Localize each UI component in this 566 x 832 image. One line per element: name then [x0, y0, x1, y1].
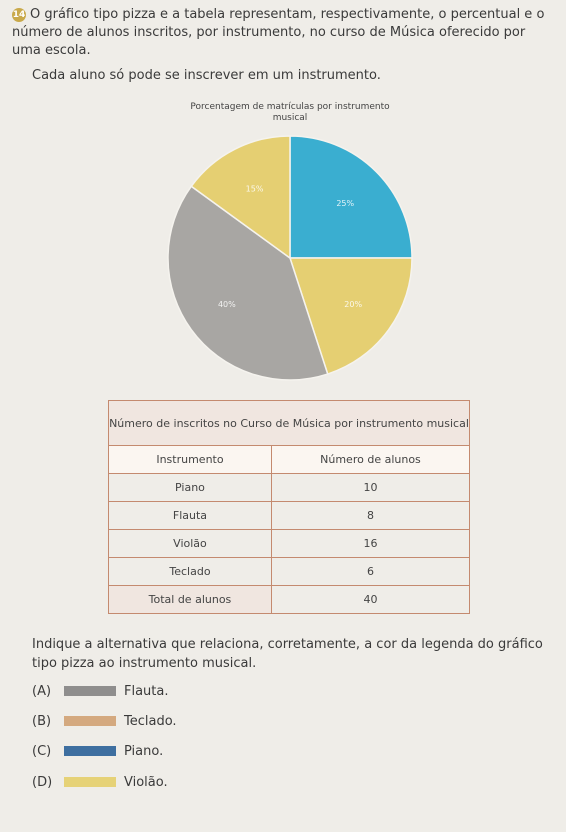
- option-letter: (C): [32, 743, 52, 759]
- table-total-row: Total de alunos 40: [108, 585, 471, 614]
- pie-slices: 25% 20% 40% 15%: [167, 135, 413, 381]
- pie-slice-label: 40%: [218, 300, 236, 309]
- color-swatch: [64, 716, 116, 726]
- table-cell-count: 8: [270, 501, 471, 530]
- table-total-value: 40: [270, 585, 471, 614]
- option-c[interactable]: (C) Piano.: [32, 742, 163, 760]
- table-row: Piano 10: [108, 473, 471, 502]
- table-row: Violão 16: [108, 529, 471, 558]
- table-total-label: Total de alunos: [108, 585, 272, 614]
- color-swatch: [64, 686, 116, 696]
- pie-slice: [289, 135, 413, 259]
- question-prompt: Indique a alternativa que relaciona, cor…: [32, 637, 543, 671]
- pie-chart: 25% 20% 40% 15%: [167, 135, 413, 381]
- chart-title: Porcentagem de matrículas por instrument…: [190, 102, 390, 123]
- question-intro: 14 O gráfico tipo pizza e a tabela repres…: [12, 6, 552, 60]
- pie-slice: [190, 135, 291, 260]
- table-cell-count: 10: [270, 473, 471, 502]
- table-caption: Número de inscritos no Curso de Música p…: [108, 400, 470, 446]
- pie-slice-label: 25%: [336, 199, 354, 208]
- table-cell-instrument: Teclado: [108, 557, 272, 586]
- option-label: Flauta.: [124, 683, 169, 699]
- column-header-instrument: Instrumento: [108, 445, 272, 474]
- table-cell-count: 16: [270, 529, 471, 558]
- color-swatch: [64, 777, 116, 787]
- pie-slice: [167, 185, 329, 381]
- enrollment-table: Número de inscritos no Curso de Música p…: [108, 400, 471, 614]
- table-row: Flauta 8: [108, 501, 471, 530]
- option-letter: (A): [32, 683, 52, 699]
- option-a[interactable]: (A) Flauta.: [32, 682, 169, 700]
- table-cell-instrument: Flauta: [108, 501, 272, 530]
- question-note: Cada aluno só pode se inscrever em um in…: [32, 68, 381, 83]
- column-header-students: Número de alunos: [270, 445, 471, 474]
- option-b[interactable]: (B) Teclado.: [32, 712, 177, 730]
- table-cell-instrument: Violão: [108, 529, 272, 558]
- option-d[interactable]: (D) Violão.: [32, 773, 168, 791]
- color-swatch: [64, 746, 116, 756]
- option-label: Teclado.: [124, 713, 177, 729]
- option-label: Violão.: [124, 774, 168, 790]
- table-cell-instrument: Piano: [108, 473, 272, 502]
- pie-slice-label: 20%: [344, 300, 362, 309]
- question-intro-text: O gráfico tipo pizza e a tabela represen…: [12, 7, 545, 58]
- question-number-badge: 14: [12, 7, 26, 22]
- option-label: Piano.: [124, 743, 164, 759]
- table-cell-count: 6: [270, 557, 471, 586]
- pie-slice: [288, 257, 413, 375]
- option-letter: (D): [32, 774, 53, 790]
- option-letter: (B): [32, 713, 52, 729]
- pie-slice-label: 15%: [246, 184, 264, 193]
- table-row: Teclado 6: [108, 557, 471, 586]
